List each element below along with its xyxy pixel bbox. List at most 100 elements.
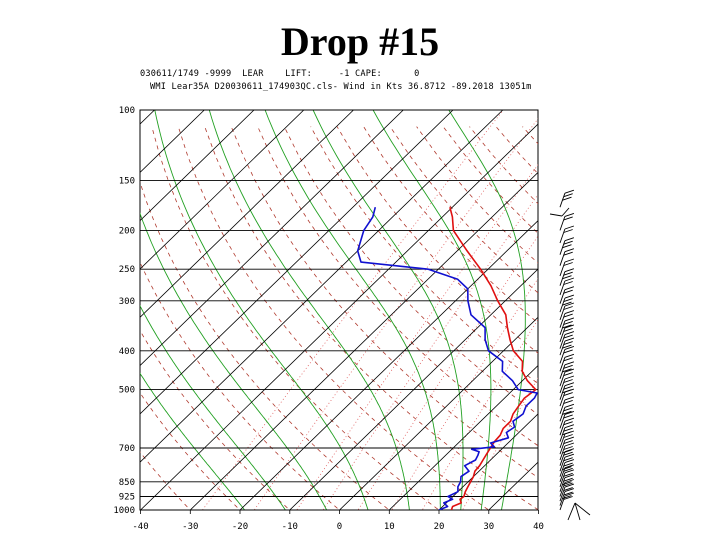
wind-barb-flag — [564, 479, 575, 483]
dry-adiabat-line — [522, 126, 538, 145]
wind-barb — [559, 483, 575, 502]
wind-barb-flag — [564, 492, 575, 497]
wind-barb-flag — [564, 417, 575, 422]
temperature-tick-label: 20 — [434, 522, 445, 532]
temperature-tick-label: -10 — [282, 522, 298, 532]
dry-adiabat-line — [140, 261, 341, 510]
wind-barb-shaft — [559, 305, 566, 321]
dry-adiabat-line — [602, 127, 720, 519]
wind-barb-flag — [563, 392, 573, 397]
wind-barb-flag — [564, 268, 575, 273]
pressure-tick-label: 150 — [119, 176, 135, 186]
wind-barb-flag — [564, 368, 575, 373]
wind-barb-flag — [563, 306, 573, 310]
isotherm-line — [338, 316, 538, 510]
wind-barb-flag — [564, 488, 575, 493]
wind-barb-flag — [574, 502, 591, 516]
wind-barb-shaft — [559, 399, 566, 415]
wind-barb-shaft — [559, 251, 566, 266]
wind-barb-flag — [563, 477, 573, 482]
wind-barb — [549, 207, 570, 217]
dry-adiabat-line — [576, 127, 720, 519]
dry-adiabat-line — [230, 126, 538, 478]
wind-barb-shaft — [559, 378, 566, 394]
isotherm-line — [388, 365, 538, 510]
pressure-tick-label: 100 — [119, 106, 135, 116]
wind-barb-flag — [563, 313, 573, 318]
wind-barb — [559, 345, 575, 364]
wind-barb — [559, 324, 575, 343]
wind-barb — [559, 248, 575, 266]
dry-adiabat-line — [389, 126, 538, 294]
wind-barb-shaft — [559, 495, 566, 511]
wind-barb — [559, 469, 575, 487]
moist-adiabat-line — [264, 110, 441, 510]
dry-adiabat-line — [310, 126, 538, 385]
wind-barb-shaft — [559, 457, 566, 472]
wind-barb — [559, 337, 575, 356]
wind-barb — [559, 459, 575, 477]
wind-barb-flag — [563, 341, 573, 346]
isotherm-line — [140, 110, 205, 173]
wind-barb-flag — [563, 271, 573, 276]
wind-barb-flag — [564, 294, 575, 299]
wind-barb — [559, 258, 575, 277]
wind-barb-flag — [564, 469, 575, 474]
wind-barb — [559, 353, 575, 372]
mixing-ratio-line — [357, 235, 538, 510]
wind-barb-shaft — [559, 289, 566, 304]
wind-barb-flag — [564, 361, 575, 366]
wind-barb-flag — [562, 344, 572, 349]
pressure-tick-label: 925 — [119, 493, 135, 503]
isotherm-line — [140, 110, 305, 270]
isotherm-line — [140, 110, 354, 318]
wind-barb-flag — [564, 353, 575, 358]
pressure-tick-label: 300 — [119, 297, 135, 307]
wind-barb-flag — [564, 474, 575, 479]
pressure-tick-label: 500 — [119, 386, 135, 396]
pressure-tick-label: 250 — [119, 265, 135, 275]
wind-barb-flag — [563, 193, 573, 198]
wind-barb-flag — [563, 298, 573, 303]
mixing-ratio-line — [322, 193, 538, 510]
mixing-ratio-line — [296, 164, 538, 510]
pressure-axis: 100 150 200 250 300 400 500 700 850 925 1000 — [113, 106, 135, 516]
wind-barb — [559, 294, 575, 313]
wind-barb-flag — [564, 237, 575, 242]
isotherm-line — [0, 110, 55, 519]
isotherm-line — [488, 461, 538, 510]
wind-barb-flag — [564, 337, 575, 342]
dry-adiabat-line — [140, 392, 241, 510]
wind-barb-flag — [563, 407, 573, 412]
wind-barb-flag — [564, 258, 575, 263]
wind-barb-flag — [563, 240, 573, 245]
wind-barb-flag — [563, 229, 573, 233]
pressure-tick-label: 850 — [119, 478, 135, 488]
wind-barb-flag — [563, 357, 573, 362]
wind-barb-shaft — [559, 407, 566, 422]
wind-barb-flag — [563, 457, 573, 462]
wind-barb-flag — [563, 349, 573, 354]
wind-barb-shaft — [559, 364, 566, 379]
wind-barb-shaft — [559, 357, 566, 372]
plot-frame — [139, 109, 539, 511]
wind-barb-shaft — [559, 477, 566, 492]
wind-barb-flag — [563, 379, 573, 383]
wind-barb-shaft — [549, 213, 563, 217]
wind-barb-flag — [564, 459, 575, 464]
wind-barb — [559, 396, 575, 415]
wind-barb — [559, 286, 575, 304]
temperature-tick-label: -20 — [232, 522, 248, 532]
wind-barb-flag — [564, 448, 575, 453]
wind-barb — [559, 189, 575, 208]
moist-adiabat-line — [448, 110, 526, 510]
wind-barb-flag — [563, 462, 573, 467]
wind-barb-flag — [564, 410, 575, 415]
temperature-tick-label: 0 — [337, 522, 342, 532]
temperature-profile — [449, 207, 537, 510]
wind-barbs — [549, 189, 591, 521]
wind-barb-flag — [561, 207, 570, 217]
wind-barb-flag — [564, 424, 575, 429]
isotherm-line — [140, 110, 404, 367]
mixing-ratio-line — [391, 277, 538, 510]
